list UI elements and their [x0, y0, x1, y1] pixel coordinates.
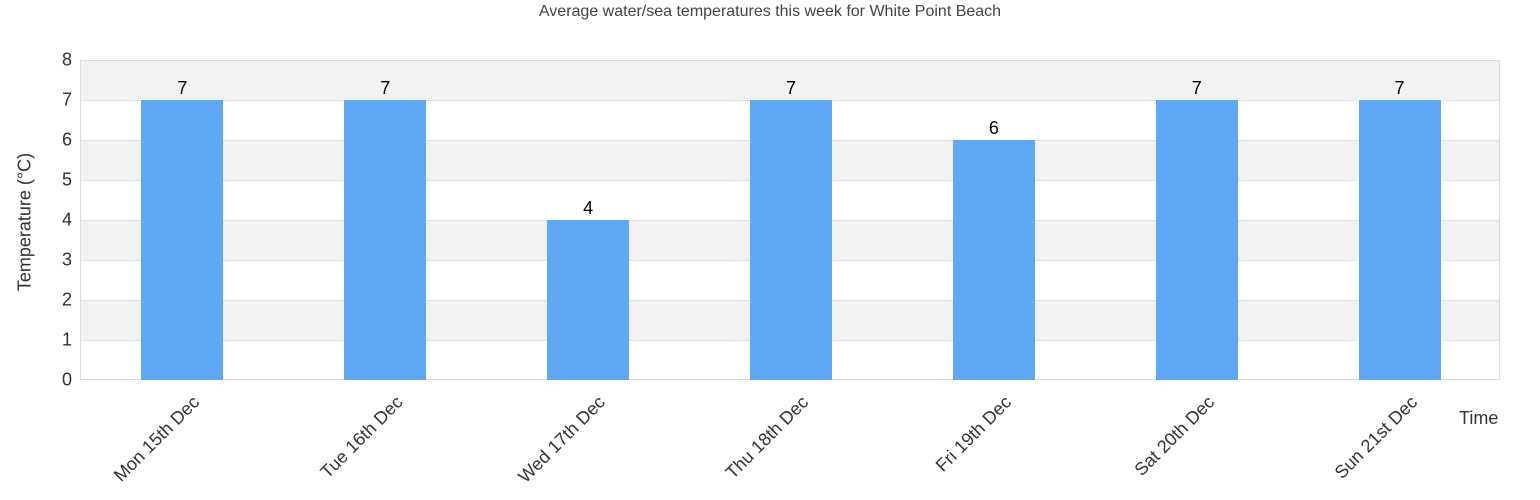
bar-value-label: 4 — [583, 198, 594, 218]
bar[interactable] — [750, 100, 832, 380]
x-axis-label: Time — [1459, 408, 1499, 428]
bar-value-label: 7 — [1394, 78, 1405, 98]
x-tick-label: Thu 18th Dec — [721, 392, 813, 483]
bar-value-label: 7 — [177, 78, 188, 98]
x-tick-label: Wed 17th Dec — [514, 392, 610, 487]
x-tick-label: Sun 21st Dec — [1330, 392, 1421, 483]
x-tick-label: Mon 15th Dec — [110, 392, 204, 486]
y-tick-label: 6 — [61, 129, 72, 150]
bar[interactable] — [1155, 100, 1238, 380]
y-tick-label: 7 — [61, 89, 72, 110]
y-tick-label: 8 — [61, 49, 72, 70]
x-tick-label: Sat 20th Dec — [1130, 392, 1218, 480]
chart-title: Average water/sea temperatures this week… — [538, 3, 1002, 20]
bar[interactable] — [547, 220, 630, 380]
bar-value-label: 7 — [785, 78, 796, 98]
y-tick-label: 3 — [61, 249, 72, 270]
bar[interactable] — [1358, 100, 1441, 380]
bar-value-label: 6 — [988, 118, 999, 138]
bar[interactable] — [952, 140, 1035, 380]
bar-value-label: 7 — [1191, 78, 1202, 98]
plot-area: 7 7 4 7 6 7 7 — [80, 60, 1500, 380]
y-tick-label: 1 — [61, 329, 72, 350]
x-tick-label: Tue 16th Dec — [316, 392, 407, 483]
y-axis-label: Temperature (°C) — [14, 152, 35, 292]
y-tick-label: 2 — [61, 289, 72, 310]
y-tick-label: 5 — [61, 169, 72, 190]
bar-value-label: 7 — [380, 78, 391, 98]
x-tick-label: Fri 19th Dec — [931, 392, 1016, 476]
y-tick-label: 4 — [61, 209, 72, 230]
bar[interactable] — [141, 100, 224, 380]
grid-band — [81, 61, 1499, 101]
bar[interactable] — [344, 100, 427, 380]
y-tick-label: 0 — [61, 369, 72, 390]
